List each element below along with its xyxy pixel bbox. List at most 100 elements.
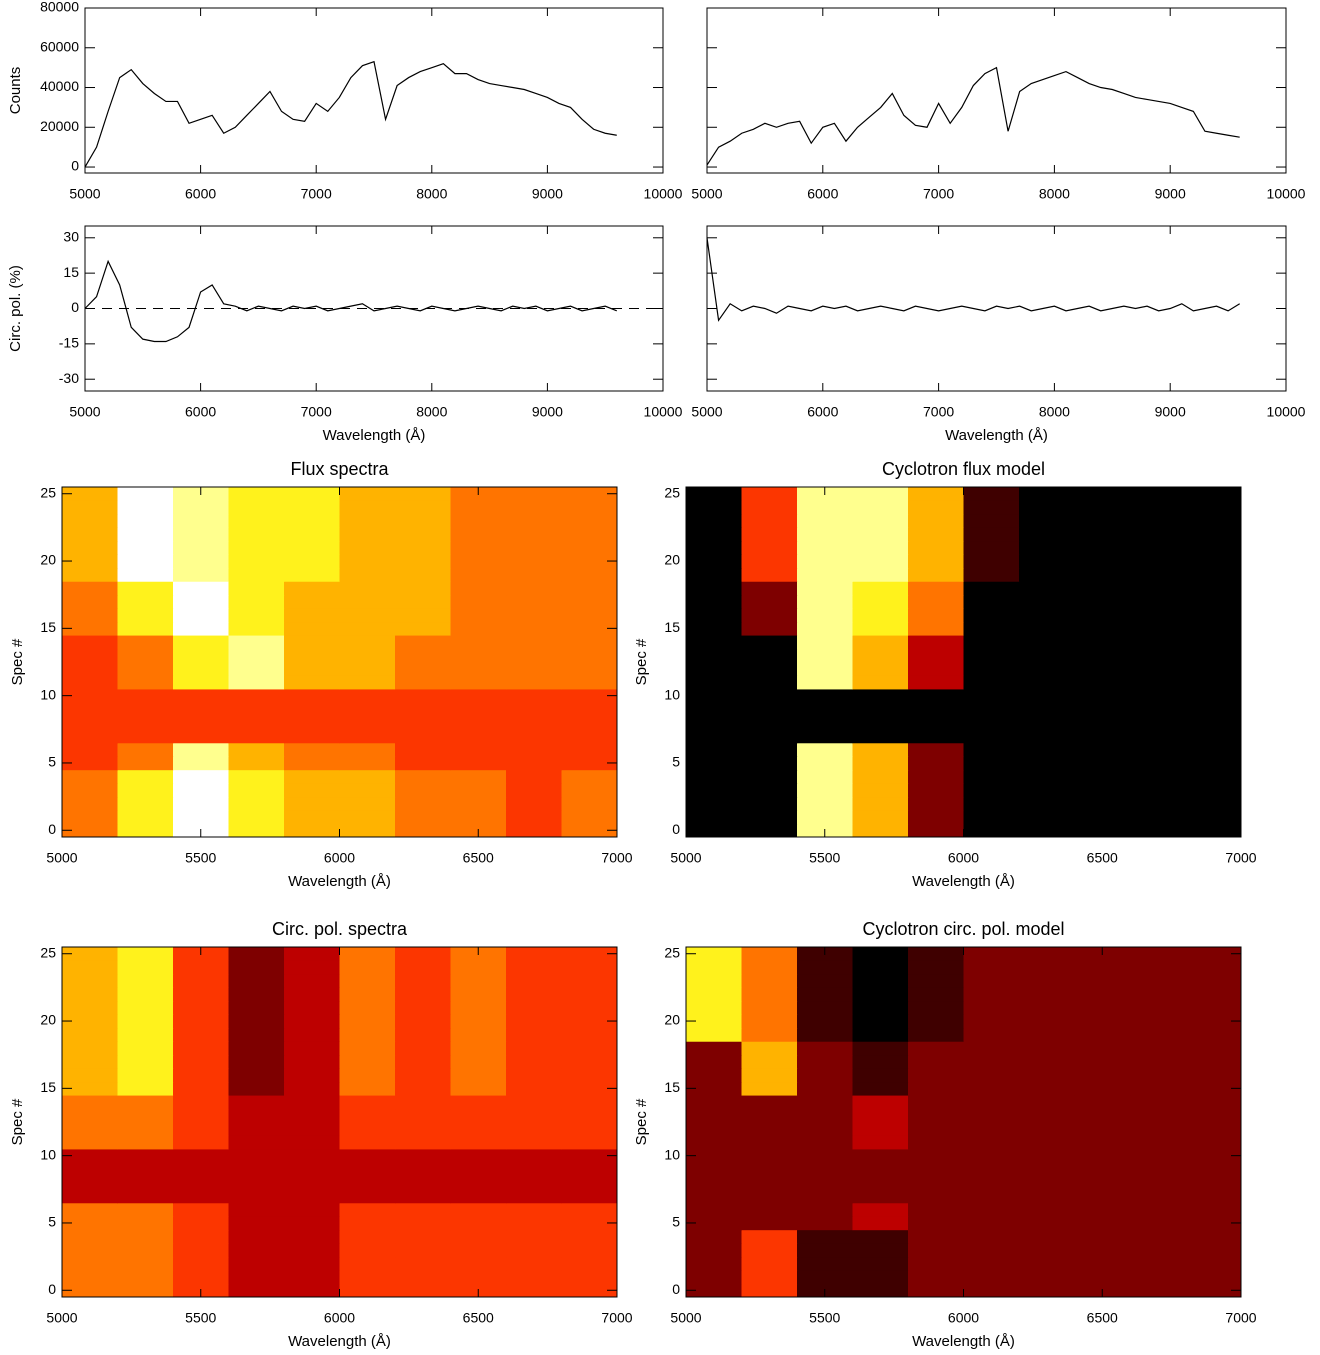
- x-tick-label: 5000: [670, 850, 701, 866]
- heatmap-cell: [173, 675, 229, 690]
- heatmap-cell: [686, 1000, 742, 1015]
- heatmap-cell: [686, 769, 742, 784]
- heatmap-cell: [963, 1014, 1020, 1029]
- heatmap-cell: [1185, 1081, 1242, 1096]
- heatmap-cell: [228, 1135, 285, 1150]
- heatmap-cell: [228, 823, 285, 838]
- heatmap-cell: [1130, 1162, 1186, 1177]
- heatmap-cell: [339, 783, 396, 798]
- heatmap-cell: [62, 1068, 118, 1083]
- heatmap-cell: [741, 635, 798, 650]
- heatmap-cell: [1130, 960, 1186, 975]
- heatmap-cell: [1019, 1081, 1075, 1096]
- heatmap-cell: [284, 527, 340, 542]
- heatmap-cell: [1185, 1202, 1242, 1217]
- heatmap-cell: [284, 1229, 340, 1244]
- heatmap-cell: [797, 540, 853, 555]
- heatmap-cell: [561, 594, 618, 609]
- heatmap-cell: [561, 756, 618, 771]
- heatmap-cell: [117, 1162, 174, 1177]
- heatmap-cell: [852, 1014, 909, 1029]
- heatmap-cell: [506, 783, 562, 798]
- chart-title: Flux spectra: [290, 459, 389, 479]
- heatmap-cell: [284, 1189, 340, 1204]
- heatmap-cell: [173, 1256, 229, 1271]
- heatmap-cell: [1074, 1068, 1131, 1083]
- heatmap-cell: [450, 1229, 507, 1244]
- heatmap-cell: [506, 796, 562, 811]
- heatmap-cell: [561, 1162, 618, 1177]
- heatmap-cell: [908, 1189, 964, 1204]
- y-tick-label: 15: [63, 264, 79, 280]
- heatmap-cell: [1130, 742, 1186, 757]
- heatmap-cell: [797, 1229, 853, 1244]
- heatmap-cell: [62, 675, 118, 690]
- heatmap-cell: [450, 500, 507, 515]
- heatmap-cell: [1074, 635, 1131, 650]
- y-tick-label: 5: [672, 754, 680, 770]
- heatmap-cell: [1185, 1027, 1242, 1042]
- heatmap-cell: [561, 1216, 618, 1231]
- heatmap-cell: [852, 810, 909, 825]
- heatmap-cell: [62, 987, 118, 1002]
- heatmap-cell: [1185, 1068, 1242, 1083]
- heatmap-cell: [1130, 1135, 1186, 1150]
- x-tick-label: 7000: [301, 404, 332, 420]
- heatmap-cell: [852, 960, 909, 975]
- heatmap-cell: [908, 1162, 964, 1177]
- heatmap-cell: [62, 1162, 118, 1177]
- heatmap-cell: [228, 1216, 285, 1231]
- heatmap-cell: [797, 1270, 853, 1285]
- heatmap-cell: [284, 796, 340, 811]
- heatmap-cell: [62, 702, 118, 717]
- heatmap-cell: [117, 1041, 174, 1056]
- heatmap-cell: [1130, 1122, 1186, 1136]
- heatmap-cell: [62, 810, 118, 825]
- heatmap-cell: [797, 1108, 853, 1123]
- heatmap-cell: [506, 662, 562, 676]
- heatmap-cell: [117, 594, 174, 609]
- heatmap-cell: [117, 527, 174, 542]
- x-tick-label: 7000: [601, 1310, 632, 1326]
- heatmap-cell: [506, 540, 562, 555]
- heatmap-cell: [228, 1162, 285, 1177]
- heatmap-cell: [395, 1189, 451, 1204]
- x-tick-label: 6000: [948, 1310, 979, 1326]
- heatmap-cell: [686, 1162, 742, 1177]
- heatmap-cell: [741, 567, 798, 582]
- heatmap-cell: [797, 960, 853, 975]
- heatmap-cell: [173, 540, 229, 555]
- heatmap-cell: [686, 688, 742, 703]
- heatmap-cell: [62, 1270, 118, 1285]
- heatmap-cell: [1185, 810, 1242, 825]
- heatmap-cell: [797, 608, 853, 623]
- heatmap-cell: [450, 594, 507, 609]
- heatmap-cell: [1074, 594, 1131, 609]
- x-tick-label: 5500: [809, 850, 840, 866]
- heatmap-cell: [1019, 621, 1075, 636]
- y-tick-label: 5: [48, 754, 56, 770]
- y-tick-label: -30: [59, 370, 79, 386]
- heatmap-cell: [117, 1216, 174, 1231]
- heatmap-cell: [395, 796, 451, 811]
- heatmap-cell: [1185, 1189, 1242, 1204]
- heatmap-cell: [561, 715, 618, 730]
- heatmap-cell: [561, 810, 618, 825]
- x-tick-label: 8000: [416, 404, 447, 420]
- heatmap-cell: [561, 581, 618, 596]
- heatmap-cell: [1074, 554, 1131, 569]
- heatmap-cell: [506, 1081, 562, 1096]
- heatmap-cell: [117, 1054, 174, 1069]
- heatmap-cell: [852, 1148, 909, 1163]
- heatmap-cell: [963, 594, 1020, 609]
- heatmap-cell: [228, 513, 285, 528]
- heatmap-cell: [506, 513, 562, 528]
- heatmap-cell: [852, 500, 909, 515]
- heatmap-cell: [797, 527, 853, 542]
- heatmap-cell: [852, 621, 909, 636]
- heatmap-cell: [339, 1041, 396, 1056]
- x-tick-label: 6000: [185, 186, 216, 202]
- heatmap-cell: [506, 1283, 562, 1298]
- heatmap-cell: [228, 1041, 285, 1056]
- y-tick-label: 15: [664, 619, 680, 635]
